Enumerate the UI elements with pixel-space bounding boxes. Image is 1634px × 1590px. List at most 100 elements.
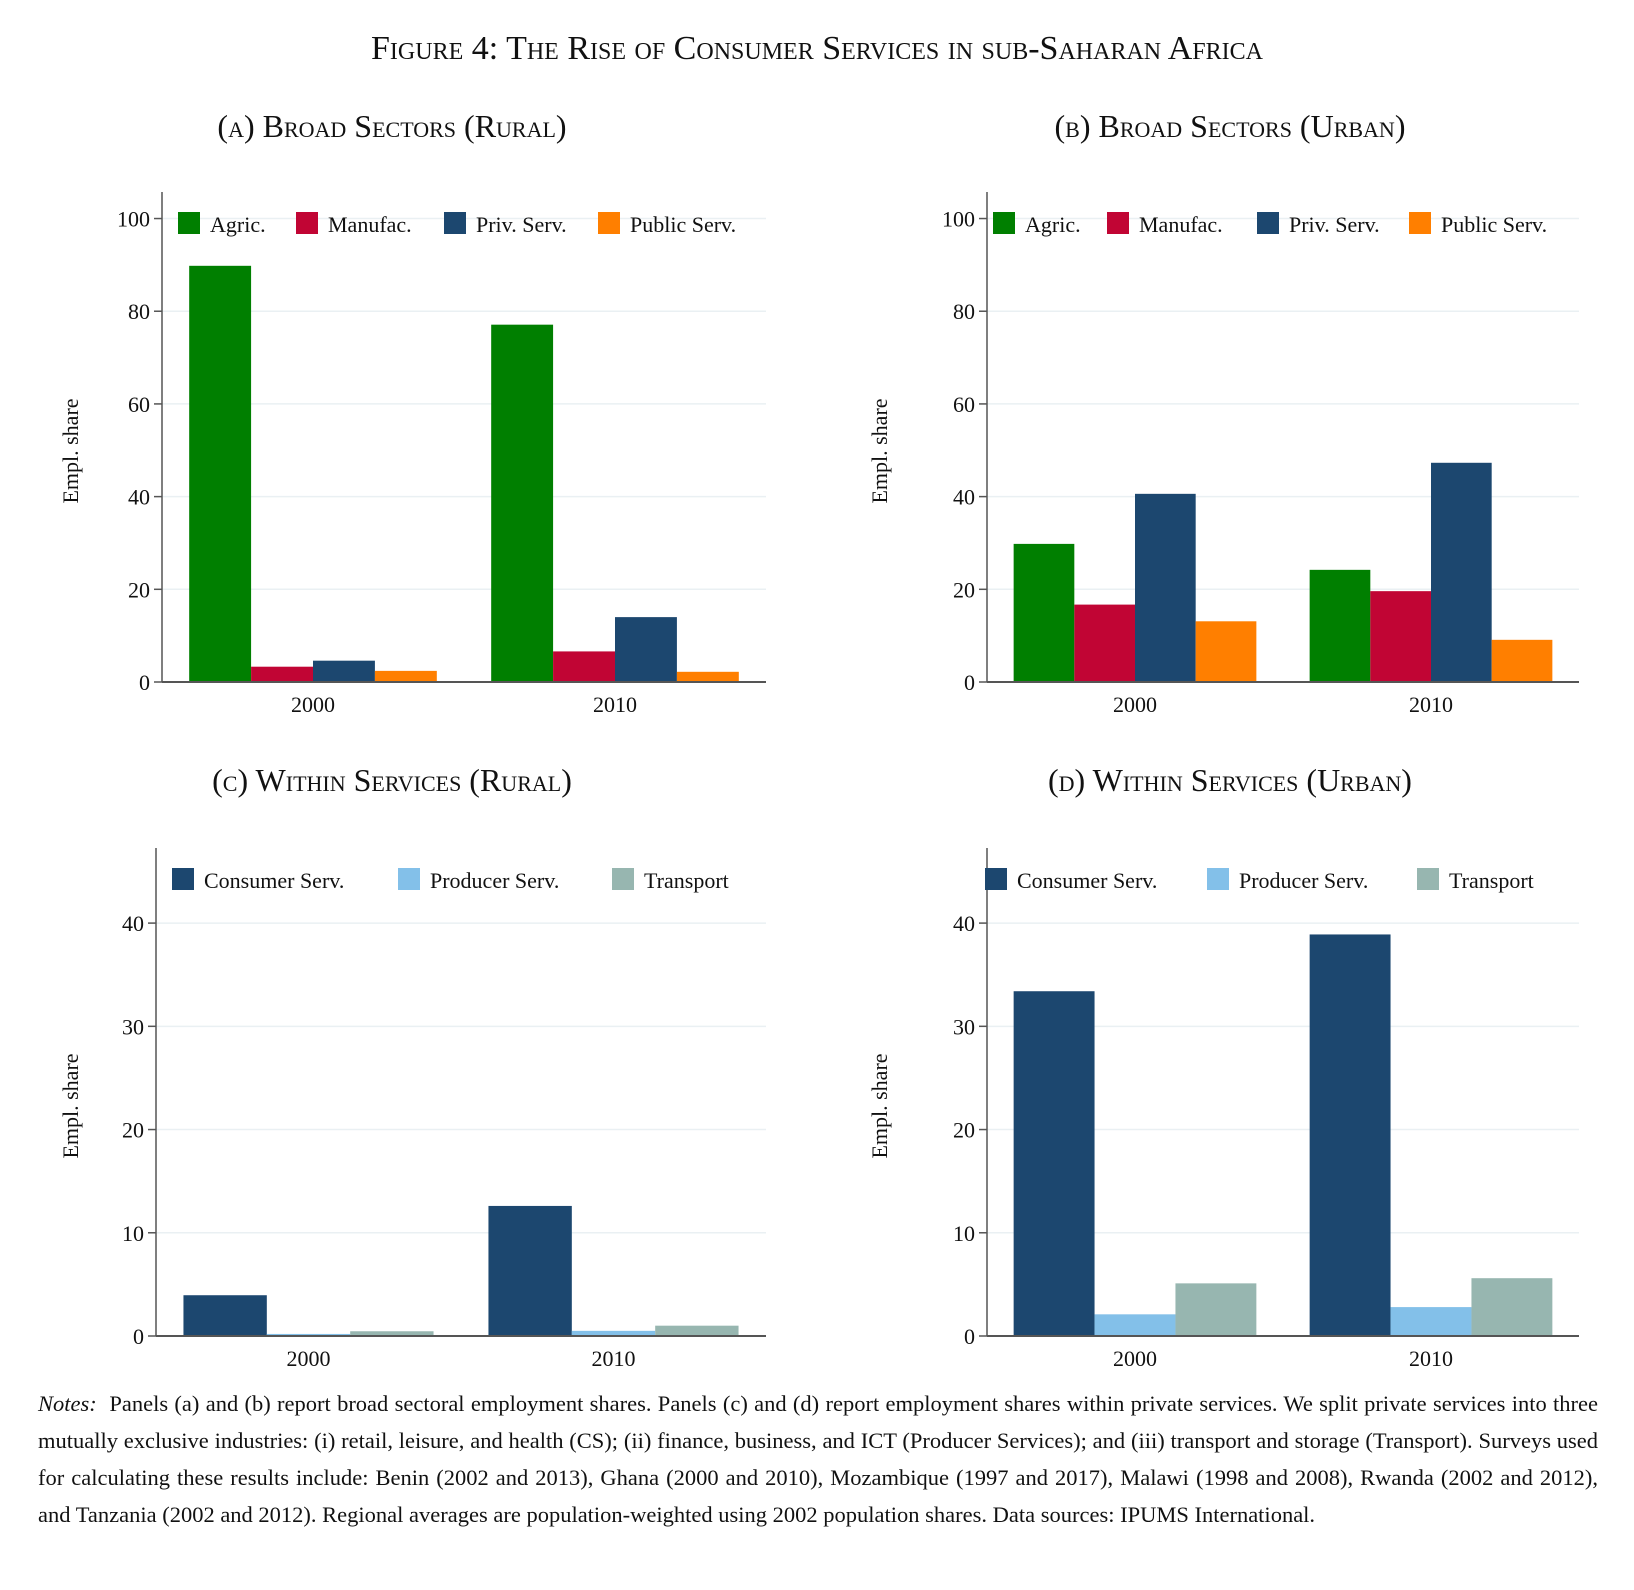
- legend-swatch: [172, 868, 194, 890]
- y-tick-label: 0: [133, 1324, 144, 1349]
- bar-transport-2010: [1471, 1278, 1553, 1336]
- legend-label: Transport: [1449, 868, 1534, 893]
- legend-swatch: [178, 212, 200, 234]
- notes-text: Panels (a) and (b) report broad sectoral…: [38, 1391, 1599, 1527]
- bar-agric--2010: [491, 324, 554, 682]
- legend-label: Public Serv.: [1441, 212, 1547, 237]
- bar-priv-serv--2000: [1135, 493, 1196, 682]
- y-tick-label: 40: [122, 911, 144, 936]
- bar-producer-serv--2010: [571, 1330, 656, 1336]
- y-tick-label: 40: [953, 485, 975, 510]
- legend-label: Producer Serv.: [1239, 868, 1368, 893]
- legend-label: Priv. Serv.: [1289, 212, 1380, 237]
- legend-swatch: [598, 212, 620, 234]
- legend-label: Public Serv.: [630, 212, 736, 237]
- bar-transport-2010: [655, 1325, 739, 1336]
- x-tick-label: 2000: [1113, 1346, 1157, 1371]
- legend-swatch: [993, 212, 1015, 234]
- y-tick-label: 40: [953, 911, 975, 936]
- chart-panel-b: 0 20 40 60 80 100 Empl. share 2000 2010 Agric. Man…: [867, 192, 1579, 717]
- bar-priv-serv--2000: [313, 660, 375, 682]
- figure-notes: Notes: Panels (a) and (b) report broad s…: [38, 1385, 1598, 1533]
- y-tick-label: 60: [953, 392, 975, 417]
- bar-priv-serv--2010: [1431, 462, 1492, 682]
- panel-d-title: (d) Within Services (Urban): [1048, 762, 1412, 798]
- y-axis-label: Empl. share: [58, 1053, 83, 1158]
- chart-panel-a: 0 20 40 60 80 100 Empl. share 2000 2010 Agric. Man…: [58, 192, 766, 717]
- bar-consumer-serv--2000: [1013, 991, 1095, 1336]
- y-axis-label: Empl. share: [867, 1053, 892, 1158]
- bar-producer-serv--2000: [266, 1333, 351, 1336]
- notes-label: Notes:: [38, 1391, 97, 1416]
- legend-swatch: [1207, 868, 1229, 890]
- y-tick-label: 10: [122, 1221, 144, 1246]
- y-tick-label: 0: [964, 670, 975, 695]
- x-tick-label: 2010: [1409, 1346, 1453, 1371]
- bar-agric--2010: [1309, 569, 1371, 682]
- x-tick-label: 2000: [291, 692, 335, 717]
- panel-b-title: (b) Broad Sectors (Urban): [1054, 108, 1406, 144]
- legend-label: Agric.: [210, 212, 266, 237]
- bar-manufac--2000: [251, 666, 313, 682]
- x-tick-label: 2010: [592, 1346, 636, 1371]
- legend-swatch: [296, 212, 318, 234]
- legend-label: Manufac.: [328, 212, 412, 237]
- bar-producer-serv--2010: [1390, 1307, 1472, 1336]
- bar-producer-serv--2000: [1094, 1314, 1176, 1336]
- legend-label: Consumer Serv.: [204, 868, 344, 893]
- bar-agric--2000: [1013, 543, 1075, 682]
- legend-swatch: [398, 868, 420, 890]
- y-tick-label: 80: [953, 299, 975, 324]
- legend-swatch: [1409, 212, 1431, 234]
- figure-title: Figure 4: The Rise of Consumer Services …: [371, 30, 1263, 67]
- panel-c-title: (c) Within Services (Rural): [212, 762, 572, 798]
- legend-label: Consumer Serv.: [1017, 868, 1157, 893]
- y-tick-label: 100: [117, 207, 150, 232]
- legend-swatch: [444, 212, 466, 234]
- y-tick-label: 10: [953, 1221, 975, 1246]
- bar-manufac--2000: [1074, 604, 1135, 682]
- bar-agric--2000: [189, 265, 252, 682]
- y-tick-label: 80: [128, 299, 150, 324]
- bar-consumer-serv--2010: [1309, 934, 1391, 1336]
- bar-transport-2000: [350, 1331, 434, 1336]
- bar-public-serv--2000: [1195, 621, 1257, 682]
- x-tick-label: 2000: [287, 1346, 331, 1371]
- y-tick-label: 30: [122, 1014, 144, 1039]
- x-tick-label: 2010: [593, 692, 637, 717]
- legend-label: Agric.: [1025, 212, 1081, 237]
- bar-public-serv--2010: [1491, 639, 1553, 682]
- y-tick-label: 0: [139, 670, 150, 695]
- legend-swatch: [1417, 868, 1439, 890]
- bar-public-serv--2010: [676, 671, 739, 682]
- y-tick-label: 20: [122, 1118, 144, 1143]
- y-tick-label: 20: [128, 577, 150, 602]
- chart-panel-c: 0 10 20 30 40 Empl. share 2000 2010 Consumer Ser…: [58, 848, 766, 1371]
- y-axis-label: Empl. share: [867, 398, 892, 503]
- legend-swatch: [612, 868, 634, 890]
- legend-label: Producer Serv.: [430, 868, 559, 893]
- panel-a-title: (a) Broad Sectors (Rural): [217, 108, 567, 144]
- bar-consumer-serv--2000: [183, 1295, 267, 1336]
- y-tick-label: 60: [128, 392, 150, 417]
- y-tick-label: 0: [964, 1324, 975, 1349]
- bar-consumer-serv--2010: [488, 1205, 572, 1336]
- bar-priv-serv--2010: [615, 617, 677, 682]
- x-tick-label: 2010: [1409, 692, 1453, 717]
- bar-manufac--2010: [553, 651, 615, 682]
- legend-swatch: [985, 868, 1007, 890]
- chart-panel-d: 0 10 20 30 40 Empl. share 2000 2010 Consumer Ser…: [867, 848, 1579, 1371]
- y-tick-label: 20: [953, 577, 975, 602]
- bar-manufac--2010: [1370, 591, 1431, 682]
- y-tick-label: 20: [953, 1118, 975, 1143]
- y-tick-label: 40: [128, 485, 150, 510]
- y-tick-label: 30: [953, 1014, 975, 1039]
- legend-swatch: [1107, 212, 1129, 234]
- y-tick-label: 100: [942, 207, 975, 232]
- bar-public-serv--2000: [374, 670, 437, 682]
- bar-transport-2000: [1175, 1283, 1257, 1336]
- y-axis-label: Empl. share: [58, 398, 83, 503]
- legend-label: Manufac.: [1139, 212, 1223, 237]
- x-tick-label: 2000: [1113, 692, 1157, 717]
- legend-label: Transport: [644, 868, 729, 893]
